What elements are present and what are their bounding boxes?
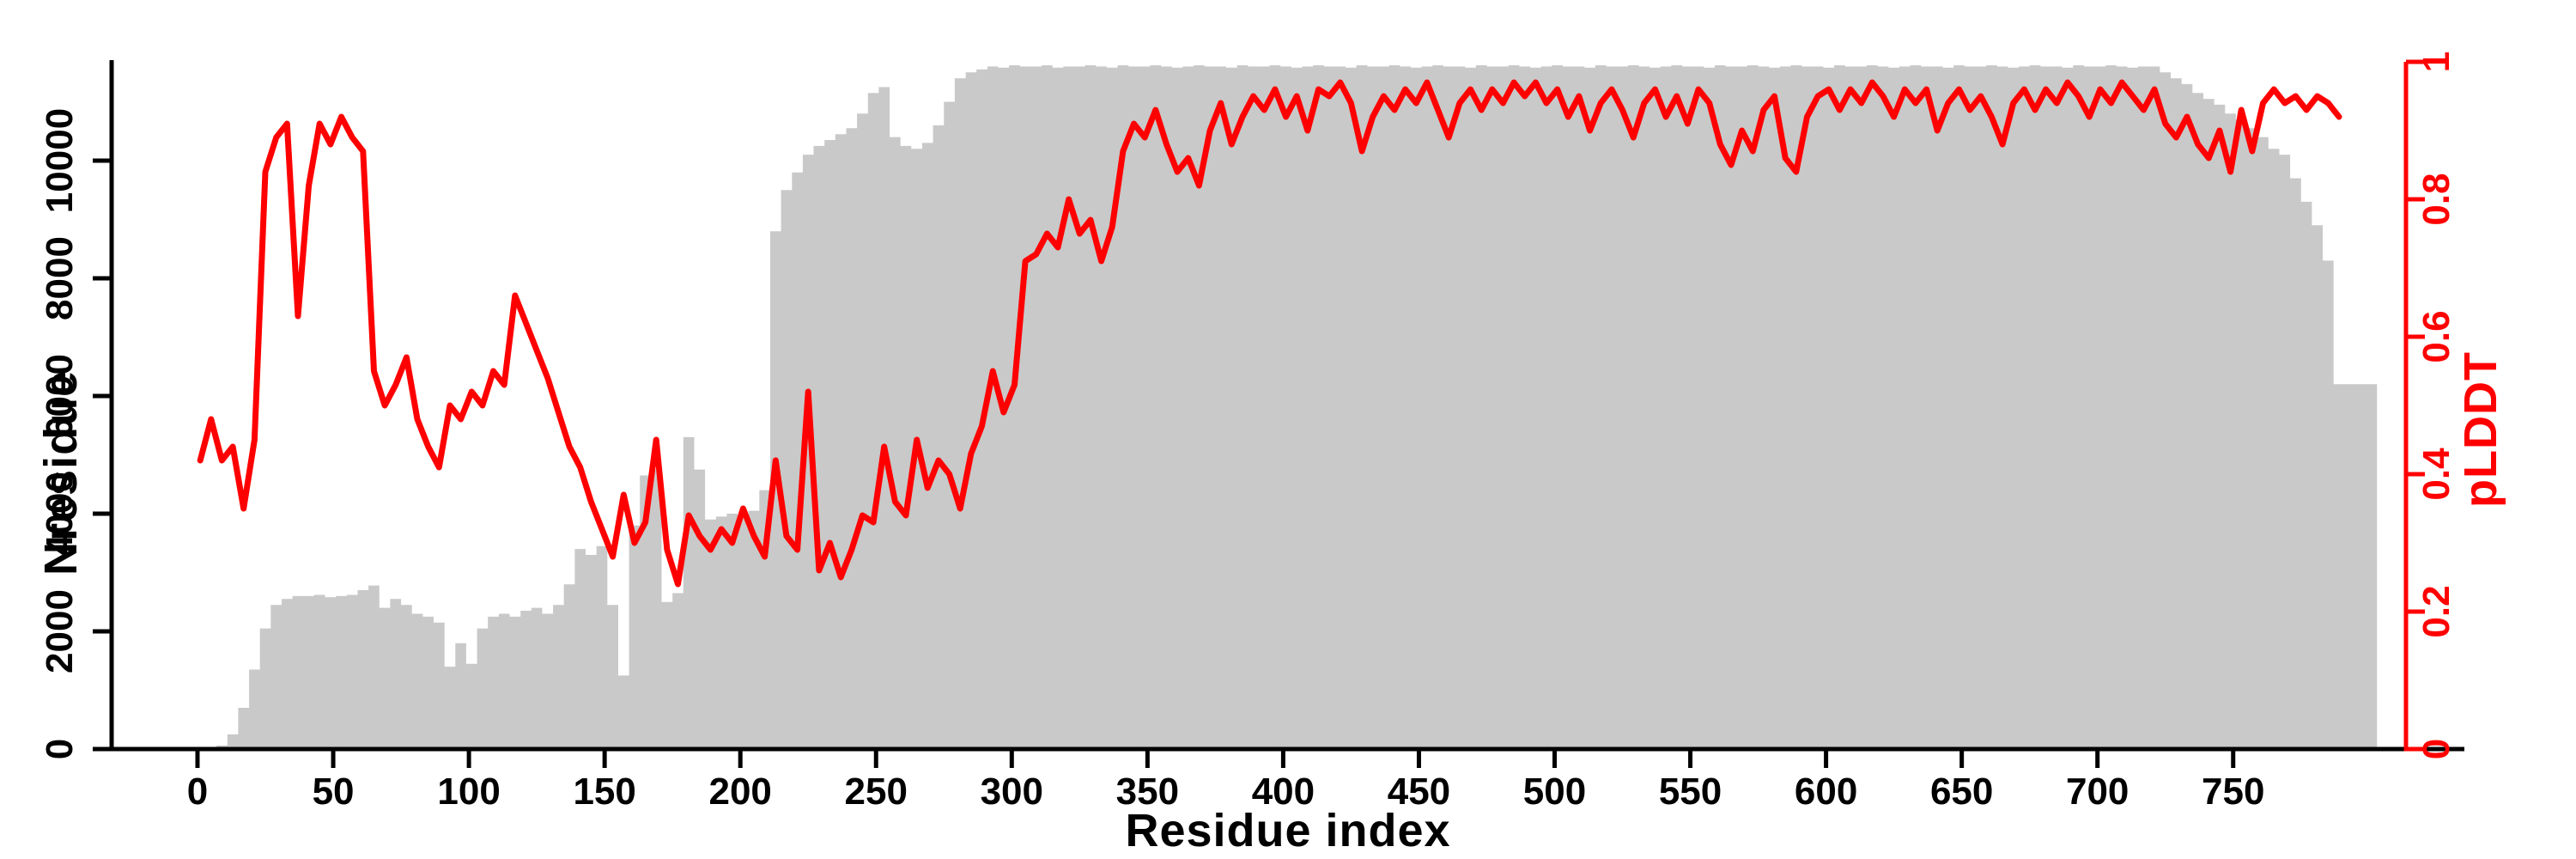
x-tick-label: 350 — [1116, 771, 1179, 813]
x-tick-label: 200 — [708, 771, 771, 813]
x-tick-label: 550 — [1659, 771, 1722, 813]
x-tick-label: 250 — [845, 771, 908, 813]
right-tick-label: 0 — [2415, 739, 2458, 759]
x-tick-label: 50 — [313, 771, 355, 813]
x-tick-label: 450 — [1388, 771, 1450, 813]
x-tick-label: 650 — [1930, 771, 1993, 813]
x-axis-title: Residue index — [1125, 805, 1451, 856]
right-axis: 0 0.2 0.4 0.6 0.8 1 — [2403, 52, 2458, 759]
left-tick-label: 4000 — [39, 472, 81, 556]
left-axis: 0 2000 4000 6000 8000 10000 — [39, 60, 114, 759]
x-axis: 0 50 100 150 200 250 300 350 400 450 500 550 600 650 7… — [109, 746, 2464, 813]
x-tick-label: 500 — [1523, 771, 1586, 813]
left-tick-label: 2000 — [39, 589, 81, 673]
x-tick-label: 400 — [1252, 771, 1315, 813]
series-nresidue-area — [200, 65, 2378, 749]
right-axis-title: pLDDT — [2455, 351, 2506, 508]
left-tick-label: 8000 — [39, 236, 81, 320]
right-tick-label: 0.6 — [2415, 310, 2458, 362]
left-tick-label: 6000 — [39, 354, 81, 438]
series-plddt-line — [197, 79, 2342, 588]
left-axis-title: Nresidue — [35, 369, 87, 576]
x-tick-label: 700 — [2066, 771, 2129, 813]
left-tick-label: 0 — [39, 739, 81, 759]
x-tick-label: 150 — [573, 771, 635, 813]
right-tick-label: 0.2 — [2415, 585, 2458, 637]
x-tick-label: 0 — [187, 771, 208, 813]
x-tick-label: 100 — [437, 771, 500, 813]
right-tick-label: 0.8 — [2415, 173, 2458, 225]
x-tick-label: 600 — [1795, 771, 1857, 813]
right-tick-label: 0.4 — [2415, 448, 2458, 501]
left-tick-label: 10000 — [39, 108, 81, 213]
x-tick-label: 300 — [981, 771, 1043, 813]
x-tick-label: 750 — [2202, 771, 2264, 813]
right-tick-label: 1 — [2415, 52, 2458, 72]
